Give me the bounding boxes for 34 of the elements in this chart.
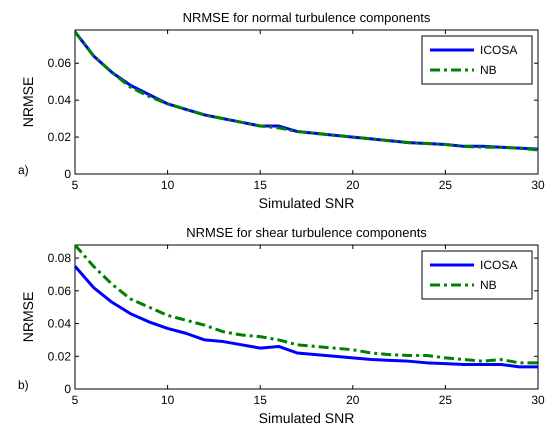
x-tick-label: 10 xyxy=(160,178,175,192)
x-tick-label: 25 xyxy=(438,178,452,192)
y-axis-title: NRMSE xyxy=(20,292,36,342)
y-tick-label: 0.02 xyxy=(48,349,72,364)
legend-label: ICOSA xyxy=(480,43,518,57)
x-tick-label: 15 xyxy=(254,393,268,407)
x-tick-label: 30 xyxy=(531,178,545,192)
text: b) xyxy=(18,378,29,392)
legend-label: NB xyxy=(480,278,497,292)
y-tick-label: 0.02 xyxy=(48,130,72,144)
y-axis-title: NRMSE xyxy=(20,76,36,128)
y-tick-label: 0 xyxy=(64,167,72,181)
line-series xyxy=(74,244,540,364)
x-tick-label: 5 xyxy=(72,393,79,407)
legend-label: ICOSA xyxy=(480,258,518,272)
y-tick-label: 0.06 xyxy=(48,56,72,70)
x-axis-title: Simulated SNR xyxy=(258,195,354,211)
x-tick-label: 30 xyxy=(531,393,545,407)
x-tick-label: 20 xyxy=(346,178,360,192)
chart-title: NRMSE for shear turbulence components xyxy=(186,225,428,240)
y-tick-label: 0.04 xyxy=(48,93,72,108)
legend-label: NB xyxy=(480,63,497,77)
x-tick-label: 15 xyxy=(254,178,268,192)
x-axis-title: Simulated SNR xyxy=(258,410,354,426)
chart-title: NRMSE for normal turbulence components xyxy=(182,10,431,25)
y-tick-label: 0.08 xyxy=(48,251,72,266)
y-tick-label: 0.04 xyxy=(48,316,72,331)
text: a) xyxy=(18,163,29,177)
x-tick-label: 10 xyxy=(160,393,175,407)
x-tick-label: 5 xyxy=(72,178,79,192)
x-tick-label: 25 xyxy=(438,393,452,407)
y-tick-label: 0 xyxy=(64,382,72,396)
y-tick-label: 0.06 xyxy=(48,284,72,298)
x-tick-label: 20 xyxy=(346,393,360,407)
